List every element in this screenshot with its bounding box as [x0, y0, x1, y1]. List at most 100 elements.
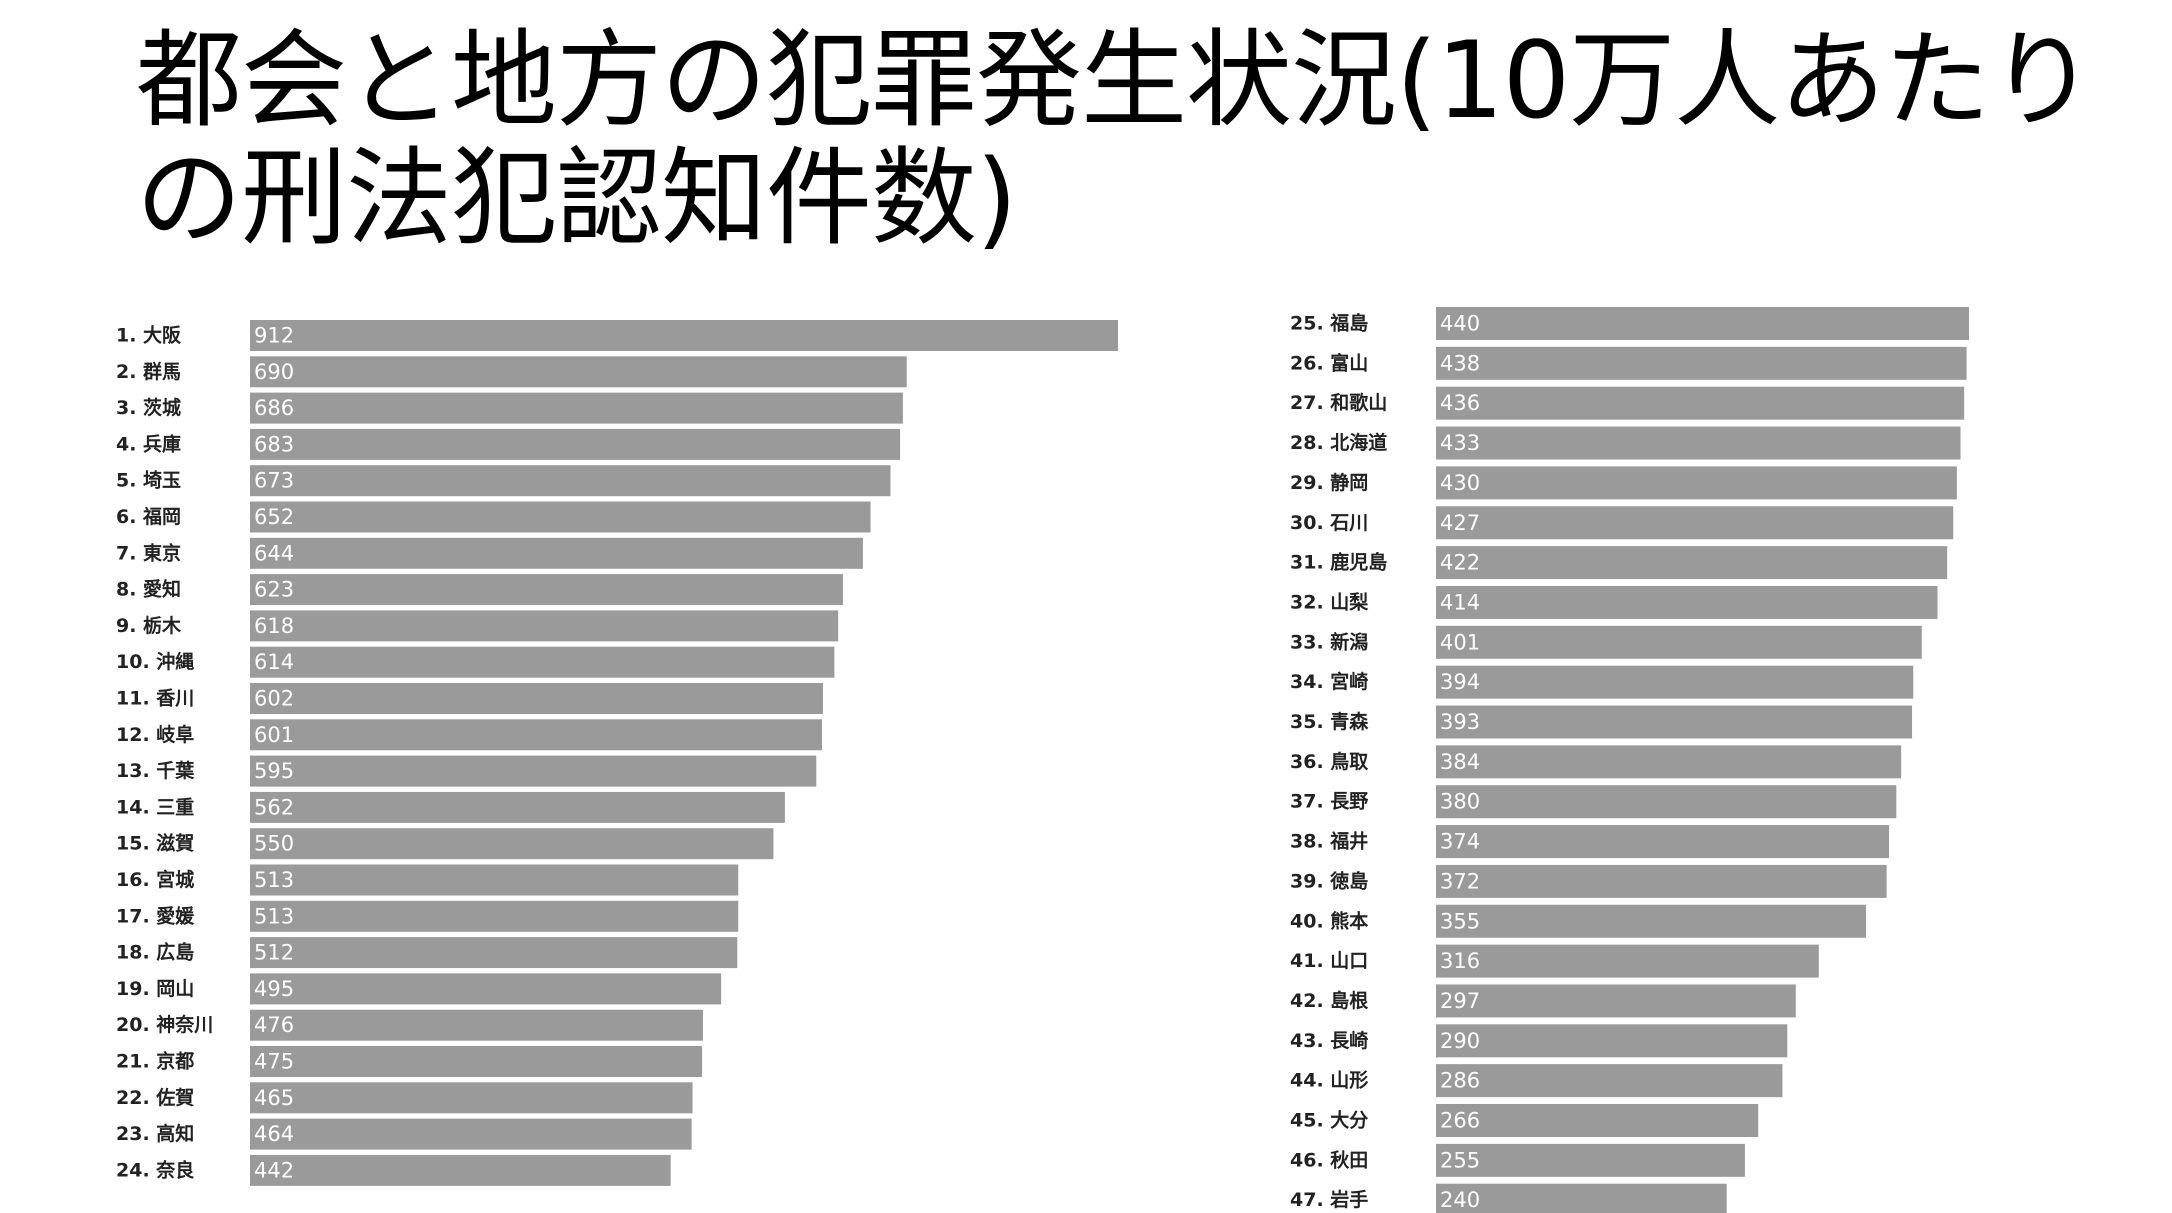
category-label: 16. 宮城 — [116, 868, 194, 891]
category-label: 14. 三重 — [116, 796, 194, 818]
bar — [250, 574, 843, 606]
chart-panel-1: 1. 大阪 912 2. 群馬 690 3. 茨城 686 4. 兵庫 683 5. 埼玉 673… — [116, 320, 1118, 1186]
category-label: 13. 千葉 — [116, 760, 195, 782]
category-label: 46. 秋田 — [1290, 1148, 1368, 1171]
category-label: 32. 山梨 — [1290, 590, 1369, 613]
bar — [250, 392, 903, 424]
bar — [1436, 745, 1902, 779]
data-label: 475 — [254, 1050, 294, 1074]
data-label: 438 — [1440, 351, 1480, 375]
bar — [250, 1009, 704, 1041]
bar — [1436, 1104, 1759, 1137]
category-label: 26. 富山 — [1290, 351, 1368, 374]
data-label: 374 — [1440, 830, 1480, 854]
data-label: 513 — [254, 904, 294, 928]
category-label: 1. 大阪 — [116, 324, 182, 347]
bar — [250, 537, 863, 569]
bar — [250, 1046, 703, 1077]
category-label: 6. 福岡 — [116, 505, 181, 528]
category-label: 20. 神奈川 — [116, 1013, 213, 1036]
data-label: 384 — [1440, 750, 1480, 774]
category-label: 18. 広島 — [116, 941, 194, 964]
data-label: 465 — [254, 1086, 294, 1110]
data-label: 427 — [1440, 511, 1480, 535]
bar — [250, 755, 817, 787]
data-label: 912 — [254, 324, 294, 348]
data-label: 422 — [1440, 551, 1480, 575]
bar — [1436, 944, 1819, 978]
category-label: 28. 北海道 — [1290, 431, 1387, 454]
category-label: 21. 京都 — [116, 1050, 194, 1073]
data-label: 623 — [254, 578, 294, 602]
data-label: 290 — [1440, 1029, 1480, 1053]
category-label: 40. 熊本 — [1290, 909, 1368, 932]
data-label: 495 — [254, 977, 294, 1001]
data-label: 686 — [254, 396, 294, 420]
bar — [1436, 1064, 1783, 1098]
category-label: 23. 高知 — [116, 1122, 194, 1145]
category-label: 10. 沖縄 — [116, 650, 194, 673]
category-label: 4. 兵庫 — [116, 432, 181, 455]
category-label: 41. 山口 — [1290, 950, 1368, 972]
data-label: 652 — [254, 505, 294, 529]
category-label: 12. 岐阜 — [116, 723, 194, 746]
bar — [1436, 585, 1938, 619]
bar — [250, 501, 871, 533]
data-label: 266 — [1440, 1109, 1480, 1133]
bar — [250, 828, 774, 860]
bar — [250, 1154, 671, 1186]
bar — [250, 791, 785, 823]
data-label: 414 — [1440, 590, 1480, 614]
bar — [1436, 307, 1969, 340]
category-label: 5. 埼玉 — [116, 469, 181, 492]
data-label: 393 — [1440, 710, 1480, 734]
bar — [250, 719, 823, 751]
bar — [1436, 785, 1897, 819]
bar — [250, 356, 907, 388]
category-label: 36. 鳥取 — [1290, 750, 1368, 773]
bar — [1436, 904, 1867, 938]
bar — [1436, 825, 1890, 859]
data-label: 286 — [1440, 1069, 1480, 1093]
category-label: 19. 岡山 — [116, 978, 194, 1000]
category-label: 11. 香川 — [116, 688, 194, 710]
data-label: 380 — [1440, 790, 1480, 814]
category-label: 34. 宮崎 — [1290, 670, 1368, 693]
category-label: 38. 福井 — [1290, 830, 1368, 853]
bar — [250, 864, 739, 896]
bar — [1436, 466, 1957, 500]
category-label: 39. 徳島 — [1290, 869, 1368, 892]
bar — [250, 428, 901, 460]
bar — [1436, 346, 1967, 380]
bar — [1436, 1143, 1745, 1177]
data-label: 673 — [254, 469, 294, 493]
bar — [1436, 1183, 1727, 1213]
category-label: 44. 山形 — [1290, 1070, 1368, 1092]
category-label: 37. 長野 — [1290, 791, 1368, 813]
data-label: 644 — [254, 541, 294, 565]
bar — [1436, 864, 1887, 898]
bar — [250, 937, 738, 969]
data-label: 513 — [254, 868, 294, 892]
bar — [1436, 705, 1913, 739]
bar — [250, 465, 891, 497]
data-label: 476 — [254, 1013, 294, 1037]
data-label: 614 — [254, 650, 294, 674]
category-label: 43. 長崎 — [1290, 1029, 1368, 1052]
category-label: 24. 奈良 — [116, 1158, 194, 1181]
data-label: 355 — [1440, 909, 1480, 933]
data-label: 618 — [254, 614, 294, 638]
category-label: 9. 栃木 — [116, 614, 182, 637]
category-label: 47. 岩手 — [1290, 1188, 1368, 1211]
data-label: 595 — [254, 759, 294, 783]
bar — [250, 1118, 692, 1150]
category-label: 15. 滋賀 — [116, 832, 194, 855]
bar — [250, 320, 1118, 351]
bar — [250, 683, 823, 714]
data-label: 690 — [254, 360, 294, 384]
data-label: 430 — [1440, 471, 1480, 495]
bar — [1436, 665, 1914, 699]
data-label: 240 — [1440, 1188, 1480, 1212]
category-label: 29. 静岡 — [1290, 471, 1368, 494]
data-label: 442 — [254, 1158, 294, 1182]
